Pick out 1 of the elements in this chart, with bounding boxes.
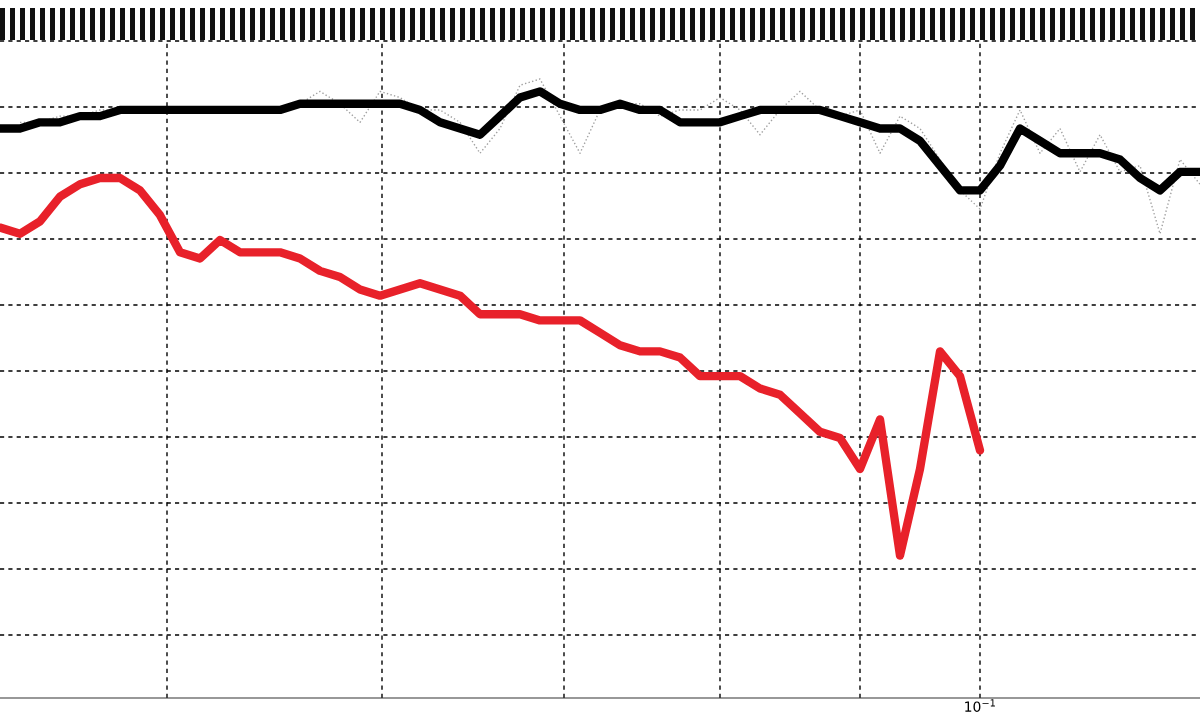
- text: 10$^{−1}$: [965, 699, 995, 712]
